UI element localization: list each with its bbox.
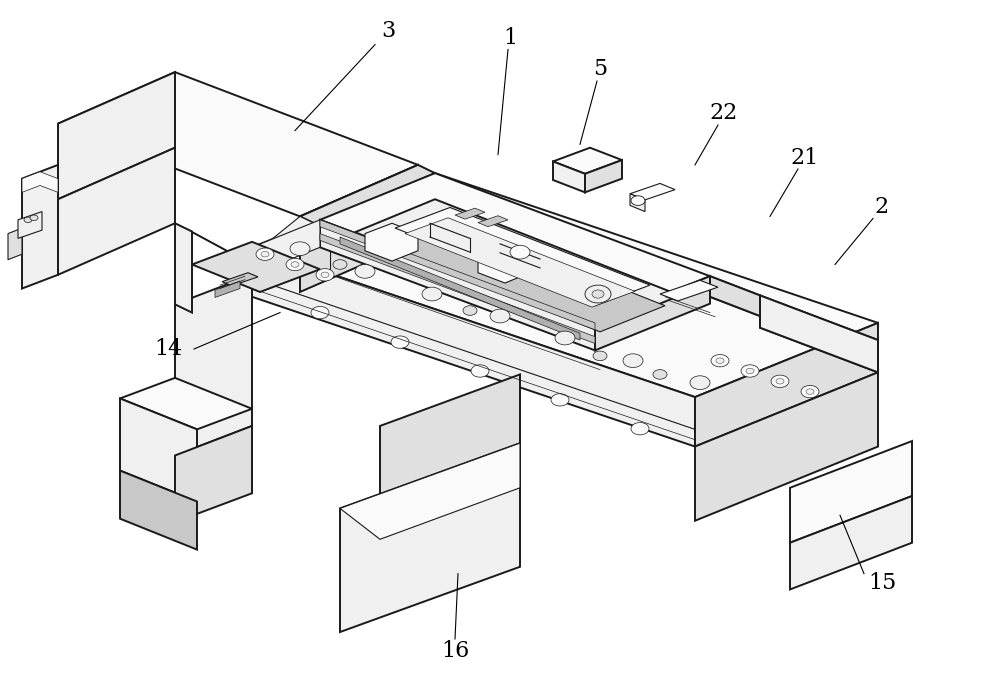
Polygon shape [252, 173, 878, 397]
Circle shape [806, 389, 814, 394]
Circle shape [256, 248, 274, 260]
Polygon shape [553, 161, 585, 192]
Polygon shape [222, 273, 258, 286]
Polygon shape [478, 245, 530, 283]
Circle shape [490, 309, 510, 323]
Circle shape [690, 376, 710, 390]
Polygon shape [760, 295, 878, 372]
Polygon shape [120, 398, 197, 502]
Polygon shape [120, 378, 252, 429]
Polygon shape [175, 275, 252, 455]
Circle shape [290, 242, 310, 256]
Polygon shape [370, 214, 665, 332]
Polygon shape [215, 281, 240, 297]
Text: 22: 22 [710, 102, 738, 124]
Polygon shape [300, 165, 435, 225]
Polygon shape [58, 72, 175, 199]
Text: 3: 3 [381, 20, 395, 42]
Circle shape [631, 423, 649, 435]
Text: 16: 16 [441, 640, 469, 662]
Polygon shape [455, 208, 485, 219]
Polygon shape [790, 496, 912, 589]
Polygon shape [695, 372, 878, 521]
Circle shape [771, 375, 789, 387]
Polygon shape [22, 172, 58, 192]
Polygon shape [175, 223, 262, 269]
Polygon shape [340, 443, 520, 539]
Circle shape [711, 354, 729, 367]
Circle shape [593, 351, 607, 361]
Polygon shape [355, 199, 680, 328]
Polygon shape [405, 218, 635, 307]
Polygon shape [245, 216, 317, 269]
Polygon shape [760, 295, 878, 372]
Polygon shape [710, 276, 760, 316]
Polygon shape [252, 247, 695, 447]
Circle shape [592, 290, 604, 298]
Polygon shape [192, 242, 320, 292]
Polygon shape [395, 207, 650, 306]
Circle shape [291, 262, 299, 267]
Circle shape [551, 394, 569, 406]
Polygon shape [553, 148, 622, 174]
Circle shape [333, 260, 347, 269]
Circle shape [391, 336, 409, 348]
Polygon shape [630, 183, 675, 200]
Text: 1: 1 [503, 27, 517, 49]
Circle shape [24, 217, 32, 223]
Polygon shape [340, 443, 520, 632]
Polygon shape [595, 276, 710, 350]
Polygon shape [120, 471, 197, 550]
Circle shape [801, 385, 819, 398]
Circle shape [510, 245, 530, 259]
Circle shape [741, 365, 759, 377]
Polygon shape [175, 223, 192, 313]
Text: 2: 2 [875, 196, 889, 218]
Circle shape [623, 354, 643, 368]
Circle shape [555, 331, 575, 345]
Polygon shape [660, 280, 718, 301]
Circle shape [716, 358, 724, 363]
Circle shape [286, 258, 304, 271]
Circle shape [261, 251, 269, 257]
Polygon shape [320, 220, 595, 330]
Polygon shape [175, 426, 252, 522]
Polygon shape [585, 160, 622, 192]
Text: 15: 15 [868, 572, 896, 594]
Text: 14: 14 [154, 338, 182, 360]
Polygon shape [8, 228, 22, 260]
Circle shape [631, 196, 645, 205]
Polygon shape [22, 165, 58, 289]
Polygon shape [320, 220, 595, 350]
Polygon shape [790, 441, 912, 543]
Circle shape [471, 365, 489, 377]
Circle shape [311, 306, 329, 319]
Circle shape [321, 272, 329, 278]
Polygon shape [380, 374, 520, 539]
Circle shape [355, 264, 375, 278]
Circle shape [316, 269, 334, 281]
Polygon shape [58, 72, 418, 216]
Polygon shape [320, 234, 595, 344]
Polygon shape [252, 220, 320, 275]
Polygon shape [630, 194, 645, 212]
Circle shape [746, 368, 754, 374]
Circle shape [585, 285, 611, 303]
Polygon shape [710, 276, 760, 316]
Circle shape [463, 306, 477, 315]
Polygon shape [340, 237, 580, 340]
Text: 21: 21 [791, 147, 819, 169]
Polygon shape [478, 216, 508, 227]
Polygon shape [58, 148, 175, 275]
Text: 5: 5 [593, 58, 607, 80]
Circle shape [776, 379, 784, 384]
Circle shape [30, 215, 38, 221]
Polygon shape [300, 165, 418, 292]
Circle shape [422, 287, 442, 301]
Polygon shape [320, 173, 710, 323]
Polygon shape [365, 223, 418, 261]
Circle shape [653, 370, 667, 379]
Polygon shape [695, 323, 878, 447]
Polygon shape [18, 212, 42, 238]
